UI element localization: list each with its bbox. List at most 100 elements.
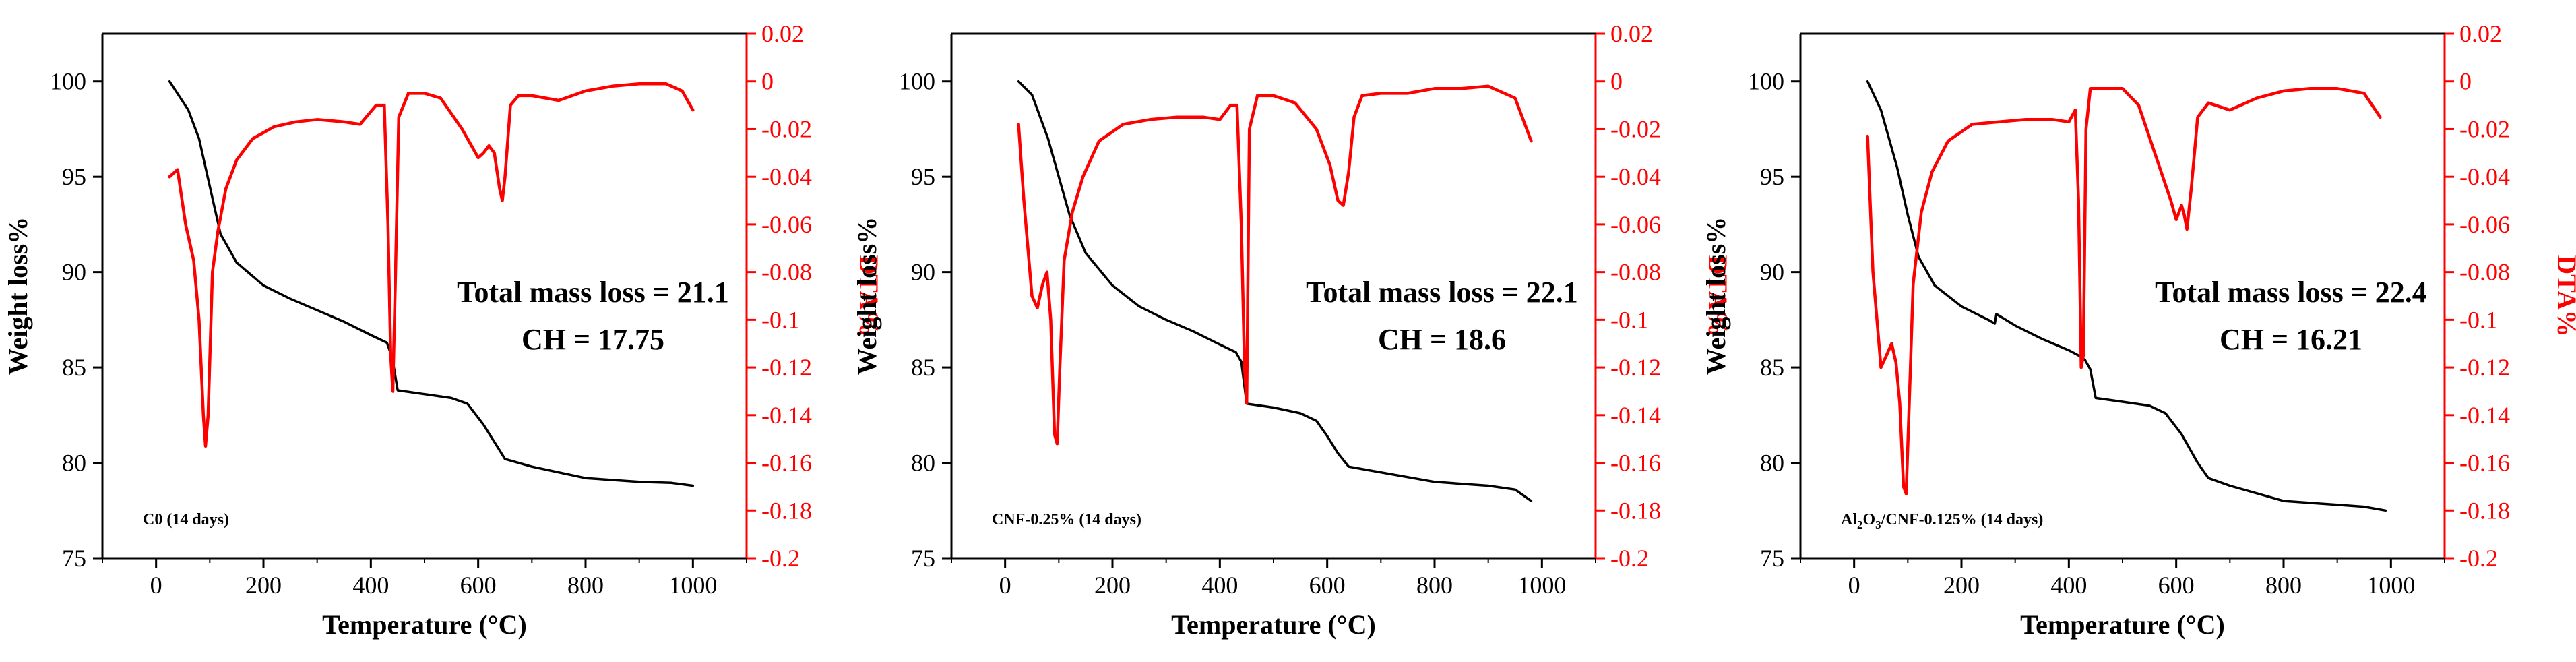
y-tick-label: 75 xyxy=(62,545,86,572)
y2-axis-title: DTA% xyxy=(1703,255,1733,336)
y2-tick-label: -0.16 xyxy=(1610,450,1661,477)
y-tick-label: 80 xyxy=(911,450,935,477)
y-axis-title: Weight loss% xyxy=(3,217,33,375)
ch-annotation: CH = 17.75 xyxy=(522,323,664,356)
sample-label: CNF-0.25% (14 days) xyxy=(992,511,1141,529)
total-mass-loss-annotation: Total mass loss = 22.4 xyxy=(2155,276,2427,309)
y2-tick-label: -0.18 xyxy=(2459,497,2510,524)
x-axis-title: Temperature (°C) xyxy=(1171,609,1376,640)
y-tick-label: 80 xyxy=(62,450,86,477)
sample-label: Al2O3/CNF-0.125% (14 days) xyxy=(1841,511,2043,531)
sample-label-subscript: 2 xyxy=(1857,518,1863,531)
x-tick-label: 800 xyxy=(1416,572,1453,599)
sample-label-subscript: 3 xyxy=(1875,518,1881,531)
weight-loss-series-line xyxy=(1017,80,1533,502)
x-tick-label: 800 xyxy=(2265,572,2302,599)
y-tick-label: 100 xyxy=(1748,68,1784,95)
sample-label-part: C0 (14 days) xyxy=(143,511,229,529)
x-tick-label: 1000 xyxy=(2366,572,2415,599)
x-tick-label: 800 xyxy=(567,572,604,599)
y2-axis-title: DTA% xyxy=(854,255,884,336)
y-tick-label: 90 xyxy=(1760,259,1784,286)
total-mass-loss-annotation: Total mass loss = 22.1 xyxy=(1306,276,1578,309)
x-tick-label: 200 xyxy=(1943,572,1980,599)
y2-tick-label: -0.04 xyxy=(2459,163,2510,190)
y-tick-label: 100 xyxy=(899,68,935,95)
ch-annotation: CH = 16.21 xyxy=(2220,323,2362,356)
x-tick-label: 400 xyxy=(352,572,389,599)
x-tick-label: 600 xyxy=(1309,572,1346,599)
x-tick-label: 600 xyxy=(460,572,497,599)
y2-tick-label: -0.12 xyxy=(1610,354,1661,381)
x-tick-label: 200 xyxy=(245,572,282,599)
y2-tick-label: -0.2 xyxy=(2459,545,2498,572)
x-tick-label: 200 xyxy=(1094,572,1131,599)
y-axis-title: Weight loss% xyxy=(852,217,882,375)
panel-1: 0 200 400 600 800 1000 75 80 85 90 95 100 0.02 0 -0.02… xyxy=(3,20,884,640)
y2-tick-label: 0.02 xyxy=(1610,20,1653,47)
y2-axis-title: DTA% xyxy=(2552,255,2576,336)
x-tick-label: 0 xyxy=(1848,572,1860,599)
y2-tick-label: -0.12 xyxy=(2459,354,2510,381)
y2-tick-label: -0.1 xyxy=(2459,306,2498,333)
y-tick-label: 80 xyxy=(1760,450,1784,477)
y2-tick-label: -0.08 xyxy=(2459,259,2510,286)
y-tick-label: 85 xyxy=(62,354,86,381)
sample-label-part: CNF-0.25% (14 days) xyxy=(992,511,1141,529)
y-tick-label: 90 xyxy=(911,259,935,286)
y-tick-label: 85 xyxy=(1760,354,1784,381)
sample-label-part: O xyxy=(1863,511,1876,529)
y-tick-label: 75 xyxy=(911,545,935,572)
y-tick-label: 95 xyxy=(911,163,935,190)
x-axis-title: Temperature (°C) xyxy=(322,609,527,640)
dta-series-line xyxy=(168,82,695,448)
y2-tick-label: -0.04 xyxy=(1610,163,1661,190)
dta-series-line xyxy=(1866,87,2382,495)
y2-tick-label: -0.2 xyxy=(761,545,800,572)
y2-tick-label: 0.02 xyxy=(2459,20,2502,47)
y2-tick-label: -0.16 xyxy=(2459,450,2510,477)
y-tick-label: 95 xyxy=(62,163,86,190)
dta-series-line xyxy=(1017,84,1533,446)
y2-tick-label: -0.06 xyxy=(2459,211,2510,238)
y2-tick-label: -0.02 xyxy=(2459,115,2510,142)
y2-tick-label: -0.02 xyxy=(1610,115,1661,142)
y2-tick-label: -0.18 xyxy=(761,497,812,524)
panel-3: 0 200 400 600 800 1000 75 80 85 90 95 100 0.02 0 -0.02… xyxy=(1701,20,2576,640)
y2-tick-label: -0.1 xyxy=(761,306,800,333)
y-tick-label: 95 xyxy=(1760,163,1784,190)
y2-tick-label: -0.06 xyxy=(761,211,812,238)
y2-tick-label: -0.02 xyxy=(761,115,812,142)
y2-tick-label: -0.14 xyxy=(2459,402,2510,429)
x-tick-label: 400 xyxy=(2050,572,2087,599)
total-mass-loss-annotation: Total mass loss = 21.1 xyxy=(457,276,729,309)
y2-tick-label: -0.12 xyxy=(761,354,812,381)
x-tick-label: 600 xyxy=(2158,572,2195,599)
y2-tick-label: -0.06 xyxy=(1610,211,1661,238)
y2-tick-label: -0.14 xyxy=(1610,402,1661,429)
y2-tick-label: -0.1 xyxy=(1610,306,1649,333)
y2-tick-label: -0.18 xyxy=(1610,497,1661,524)
ch-annotation: CH = 18.6 xyxy=(1378,323,1506,356)
x-tick-label: 1000 xyxy=(668,572,717,599)
x-tick-label: 1000 xyxy=(1517,572,1566,599)
y-tick-label: 75 xyxy=(1760,545,1784,572)
y2-tick-label: -0.14 xyxy=(761,402,812,429)
y2-tick-label: -0.08 xyxy=(761,259,812,286)
y2-tick-label: 0 xyxy=(2459,68,2472,95)
y2-tick-label: -0.2 xyxy=(1610,545,1649,572)
sample-label-part: /CNF-0.125% (14 days) xyxy=(1881,511,2044,529)
x-axis-title: Temperature (°C) xyxy=(2020,609,2225,640)
y2-tick-label: 0.02 xyxy=(761,20,804,47)
sample-label-part: Al xyxy=(1841,511,1857,529)
panel-2: 0 200 400 600 800 1000 75 80 85 90 95 100 0.02 0 -0.02… xyxy=(852,20,1733,640)
y-tick-label: 85 xyxy=(911,354,935,381)
y2-tick-label: 0 xyxy=(761,68,774,95)
x-tick-label: 0 xyxy=(999,572,1011,599)
x-tick-label: 0 xyxy=(150,572,162,599)
x-tick-label: 400 xyxy=(1201,572,1238,599)
y-tick-label: 100 xyxy=(50,68,86,95)
sample-label: C0 (14 days) xyxy=(143,511,229,529)
y2-tick-label: 0 xyxy=(1610,68,1623,95)
